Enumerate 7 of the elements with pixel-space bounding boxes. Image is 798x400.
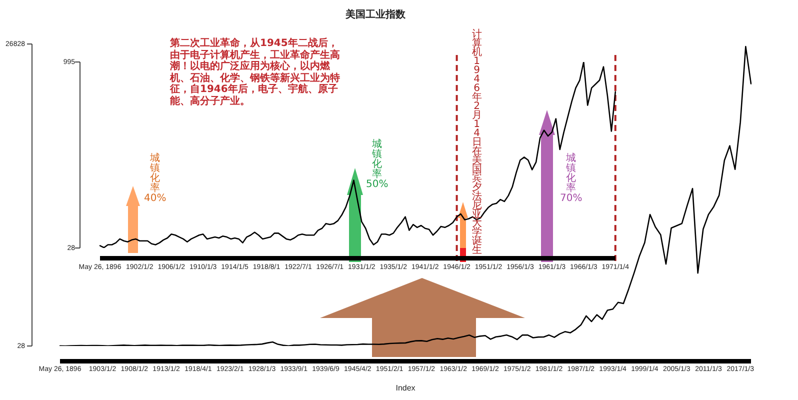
text: 计算机1946年2月14日在美国宾夕法尼亚大学诞生	[472, 29, 482, 256]
x-axis-title: Index	[396, 383, 416, 392]
chart-title: 美国工业指数	[344, 8, 406, 21]
annotation: 城镇化率70%	[560, 153, 582, 204]
annotation: 第二次工业革命，从1945年二战后，由于电子计算机产生，工业革命产生高潮！以电的广泛应用为核心，以内燃机、石油、化学、钢铁等新兴工业为特征，自1946年后，电子、宇航、原子能、高分子产业。	[170, 38, 341, 107]
annotation: 城镇化率50%	[366, 139, 388, 190]
annotation: 城镇化率40%	[144, 153, 166, 204]
